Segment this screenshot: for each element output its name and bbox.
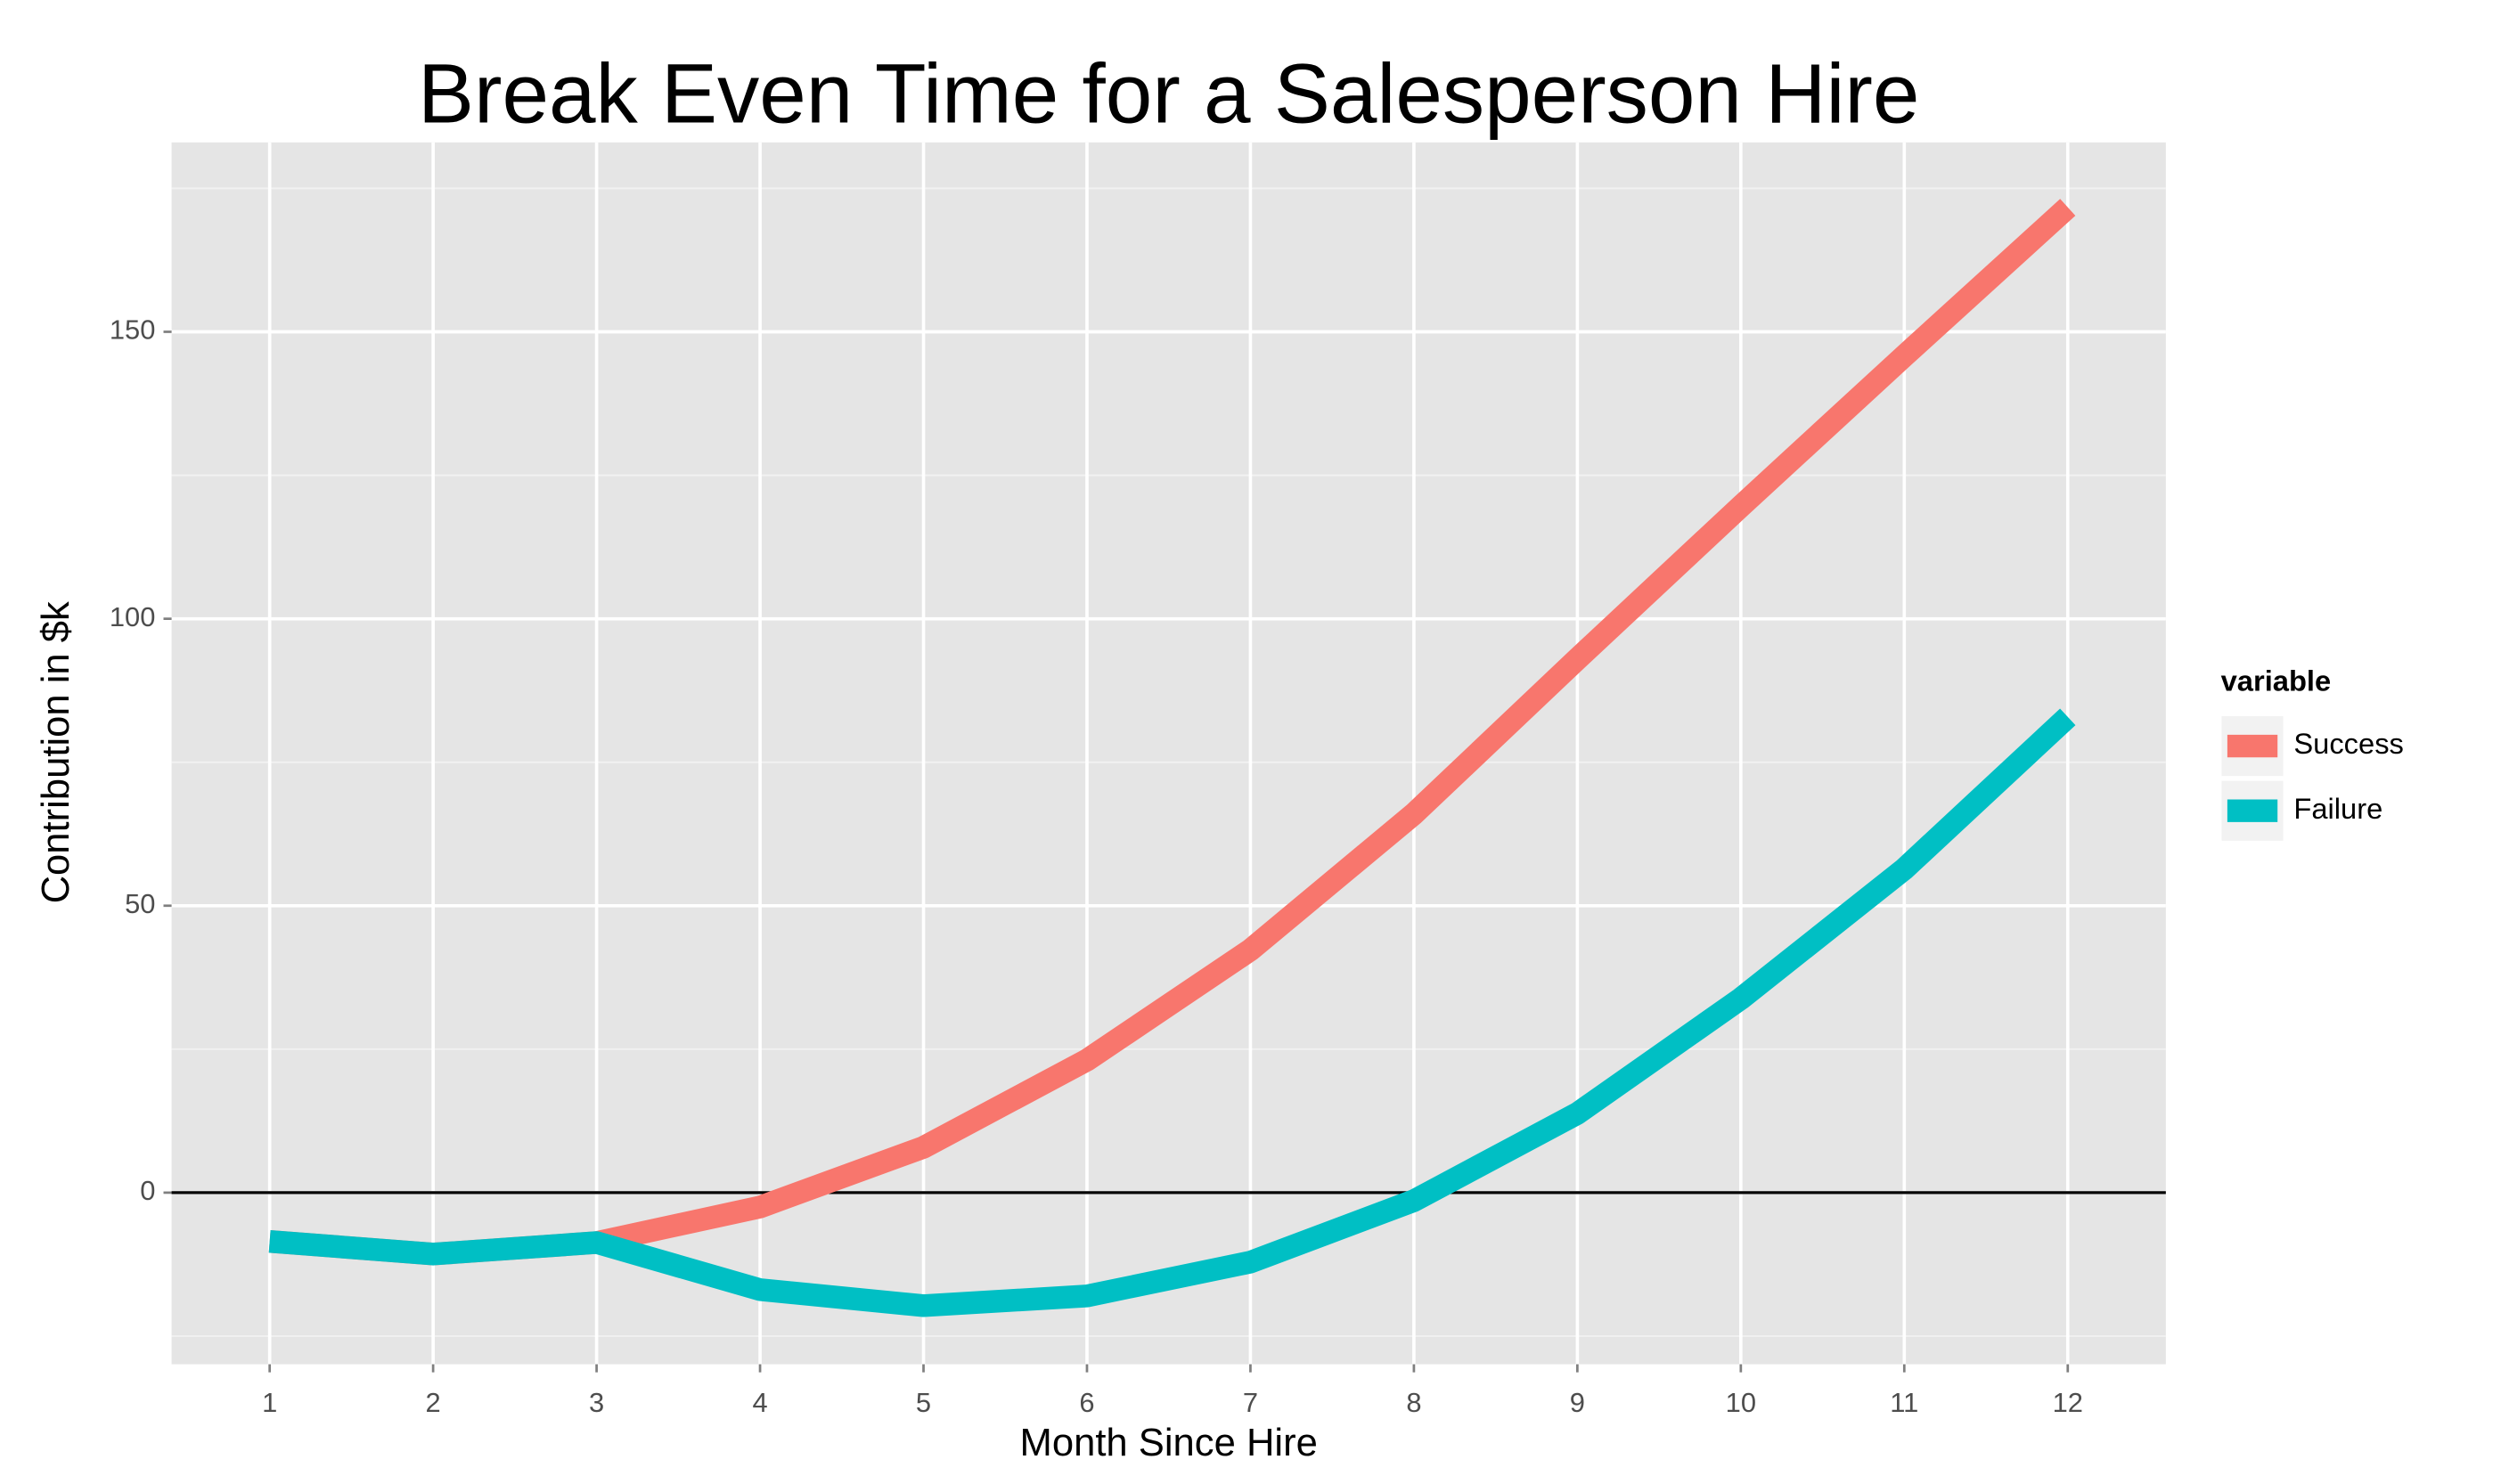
chart-title: Break Even Time for a Salesperson Hire bbox=[418, 47, 1919, 142]
x-tick-label: 9 bbox=[1570, 1387, 1585, 1418]
y-tick-label: 0 bbox=[140, 1175, 155, 1206]
y-tick-label: 50 bbox=[125, 888, 155, 919]
legend-label: Success bbox=[2293, 727, 2404, 760]
y-tick-label: 100 bbox=[110, 601, 156, 632]
x-tick-label: 5 bbox=[916, 1387, 931, 1418]
x-tick-label: 3 bbox=[589, 1387, 604, 1418]
series-line bbox=[268, 708, 2076, 1317]
legend-label: Failure bbox=[2293, 792, 2382, 825]
x-tick-label: 4 bbox=[752, 1387, 767, 1418]
x-tick-label: 7 bbox=[1243, 1387, 1258, 1418]
x-tick-label: 11 bbox=[1890, 1387, 1918, 1418]
x-axis-label: Month Since Hire bbox=[1020, 1422, 1318, 1464]
plot-background bbox=[171, 142, 2166, 1365]
x-tick-label: 6 bbox=[1079, 1387, 1094, 1418]
x-tick-label: 8 bbox=[1406, 1387, 1421, 1418]
x-tick-label: 12 bbox=[2053, 1387, 2083, 1418]
x-tick-label: 10 bbox=[1726, 1387, 1756, 1418]
x-tick-label: 2 bbox=[426, 1387, 441, 1418]
y-axis-label: Contribution in $k bbox=[35, 601, 78, 903]
y-tick-label: 150 bbox=[110, 314, 156, 346]
legend-title: variable bbox=[2221, 664, 2332, 697]
x-tick-label: 1 bbox=[262, 1387, 277, 1418]
